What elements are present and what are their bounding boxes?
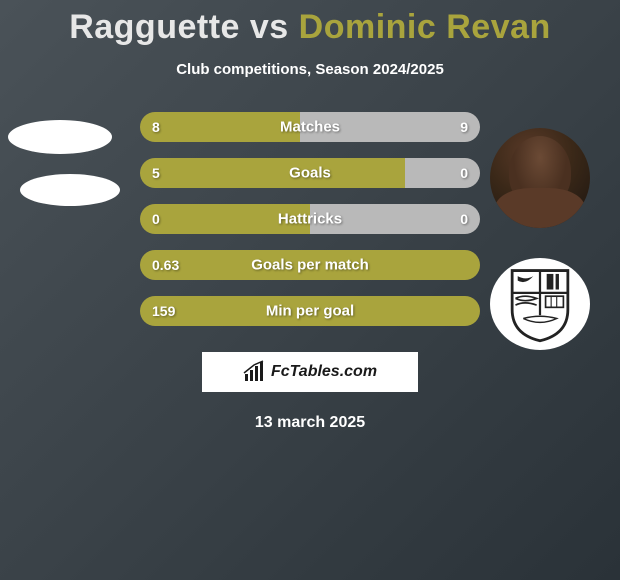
stat-bar-left — [140, 112, 300, 142]
stat-bar-left — [140, 204, 310, 234]
barchart-icon — [243, 360, 267, 384]
stat-bar-left — [140, 250, 480, 280]
stat-row: Goals per match0.63 — [140, 250, 480, 280]
player2-name: Dominic Revan — [299, 8, 551, 46]
subtitle: Club competitions, Season 2024/2025 — [0, 61, 620, 78]
avatar-placeholder-icon — [20, 174, 120, 206]
stat-bars: Matches89 Goals50 Hattricks00 Goals per mat… — [140, 112, 480, 326]
stat-bar-right — [405, 158, 480, 188]
player2-avatar — [490, 128, 590, 228]
avatar-placeholder-icon — [8, 120, 112, 154]
vs-text: vs — [240, 8, 299, 46]
page-title: Ragguette vs Dominic Revan — [0, 8, 620, 47]
brand-text: FcTables.com — [271, 363, 377, 381]
stat-row: Matches89 — [140, 112, 480, 142]
player1-name: Ragguette — [69, 8, 240, 46]
date-text: 13 march 2025 — [0, 414, 620, 432]
stat-bar-left — [140, 158, 405, 188]
brand-badge: FcTables.com — [202, 352, 418, 392]
stat-bar-left — [140, 296, 480, 326]
stat-bar-right — [300, 112, 480, 142]
comparison-card: Ragguette vs Dominic Revan Club competit… — [0, 0, 620, 580]
stat-row: Hattricks00 — [140, 204, 480, 234]
stat-row: Goals50 — [140, 158, 480, 188]
club-crest-icon — [490, 258, 590, 350]
stat-bar-right — [310, 204, 480, 234]
stat-row: Min per goal159 — [140, 296, 480, 326]
